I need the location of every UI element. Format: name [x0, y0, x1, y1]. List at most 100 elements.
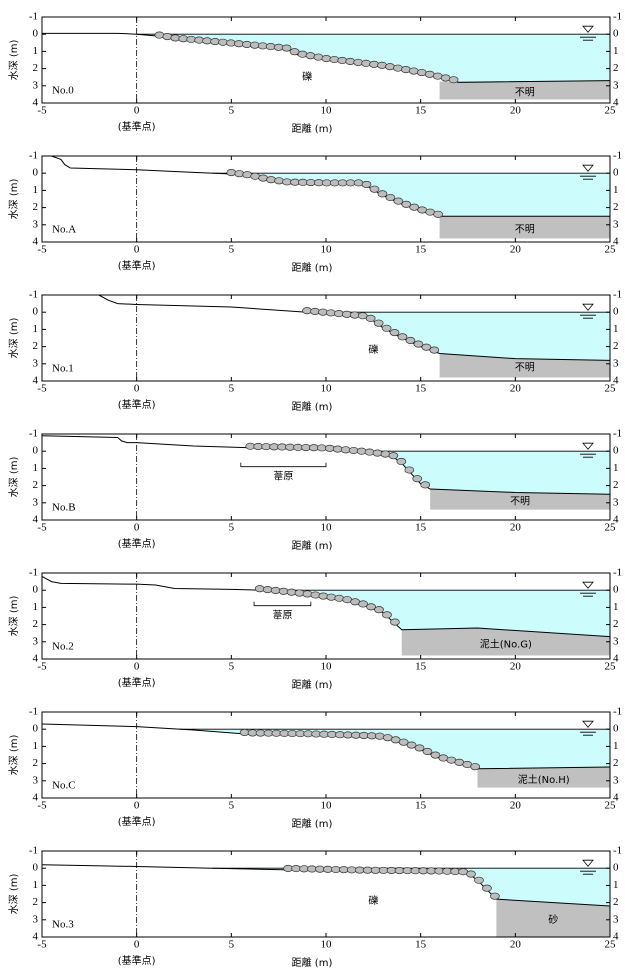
y-tick-label: 1: [33, 740, 39, 752]
gravel-stone: [273, 43, 284, 51]
gravel-stone: [389, 329, 400, 337]
x-tick-label: 5: [229, 244, 235, 256]
gravel-stone: [405, 336, 416, 345]
y-tick-label: 3: [33, 913, 39, 925]
water-level-marks: [580, 175, 596, 180]
gravel-stone: [341, 310, 352, 318]
gravel-stone: [334, 310, 344, 318]
y-tick-label-right: 3: [613, 357, 619, 369]
gravel-stone: [369, 185, 380, 193]
gravel-stone: [226, 39, 236, 47]
y-tick-label: 4: [33, 792, 39, 804]
panel-label: No.A: [52, 223, 76, 235]
water: [212, 868, 610, 907]
gravel-stone: [398, 738, 409, 746]
gravel-stone: [448, 76, 459, 84]
y-tick-label-right: 2: [613, 62, 619, 74]
y-tick-label: -1: [29, 567, 38, 579]
y-tick-label-right: 2: [613, 201, 619, 213]
y-tick-label: -1: [29, 289, 38, 301]
y-axis-label: 水深 (m): [8, 179, 20, 220]
gravel-stone: [218, 38, 228, 46]
y-tick-label: 3: [33, 79, 39, 91]
y-tick-label-right: 3: [613, 79, 619, 91]
gravel-stone: [332, 445, 343, 453]
origin-label: (基準点): [118, 815, 156, 828]
gravel-stone: [365, 314, 376, 322]
y-tick-label-right: 1: [613, 184, 619, 196]
gravel-stone: [326, 309, 336, 317]
gravel-stone: [385, 63, 395, 71]
gravel-stone: [393, 197, 404, 205]
layer-label: 泥土(No.G): [480, 638, 532, 651]
x-tick-label: 10: [321, 661, 333, 673]
sediment-layer: [439, 216, 610, 239]
y-tick-label-right: 3: [613, 496, 619, 508]
x-tick-label: 0: [134, 105, 140, 117]
water-level-marks: [580, 36, 596, 41]
panel: 不明 葦原 -5 0 5 10 15 20 25 -1 -1 0 0 1 1 2 2 3 3 4 4 水深 (m) 距離 (…: [8, 428, 622, 552]
y-axis-label: 水深 (m): [8, 874, 20, 915]
gravel-stone: [361, 180, 372, 188]
gravel-stone: [226, 169, 237, 177]
y-axis-label: 水深 (m): [8, 596, 20, 637]
gravel-stone: [385, 193, 396, 202]
y-tick-label-right: 0: [613, 445, 619, 457]
y-axis-label: 水深 (m): [8, 735, 20, 776]
water: [344, 451, 610, 495]
gravel-stone: [409, 67, 419, 75]
reed-label: 葦原: [273, 470, 293, 483]
y-tick-label-right: 0: [613, 723, 619, 735]
y-tick-label: 0: [33, 862, 39, 874]
y-tick-label-right: 0: [613, 862, 619, 874]
layer-label: 不明: [515, 87, 535, 99]
gravel-stone: [286, 588, 297, 596]
gravel-stone: [194, 36, 204, 44]
gravel-stone: [345, 57, 356, 65]
y-tick-label: -1: [29, 428, 38, 440]
x-tick-label: -5: [37, 800, 47, 812]
gravel-stone: [401, 66, 411, 74]
y-tick-label: 4: [33, 931, 39, 943]
y-tick-label-right: 4: [613, 97, 619, 109]
gravel-stone: [297, 50, 308, 58]
y-tick-label: 1: [33, 45, 39, 57]
x-tick-label: 0: [134, 522, 140, 534]
x-tick-label: 15: [415, 800, 427, 812]
y-tick-label: 0: [33, 584, 39, 596]
gravel-stone: [377, 61, 387, 69]
water-level-symbol: [582, 25, 594, 33]
gravel-stone: [210, 37, 220, 46]
reed-bracket: [240, 462, 327, 468]
panel-label: No.2: [52, 640, 74, 652]
origin-label: (基準点): [118, 259, 156, 272]
x-tick-label: 15: [415, 661, 427, 673]
x-tick-label: 10: [321, 522, 333, 534]
annotation: 礫: [302, 70, 312, 83]
gravel-stone: [381, 324, 392, 332]
gravel-stone: [406, 741, 417, 749]
x-tick-label: 5: [229, 105, 235, 117]
gravel-stone: [334, 594, 345, 602]
gravel-stone: [374, 606, 384, 614]
layer-label: 不明: [510, 495, 530, 507]
y-tick-label-right: -1: [613, 428, 622, 440]
y-axis-label: 水深 (m): [8, 40, 20, 81]
panel: 不明 -5 0 5 10 15 20 25 -1 -1 0 0 1 1 2 2 3 3 4 4 水深 (m) 距離 (m)…: [8, 150, 622, 274]
origin-label: (基準点): [118, 398, 156, 411]
gravel-stone: [313, 53, 324, 61]
x-axis-label: 距離 (m): [292, 122, 333, 135]
y-tick-label: 1: [33, 462, 39, 474]
y-tick-label: 2: [33, 757, 39, 769]
y-tick-label-right: 2: [613, 896, 619, 908]
x-tick-label: 0: [134, 244, 140, 256]
gravel-stone: [318, 592, 329, 600]
x-tick-label: -5: [37, 383, 47, 395]
gravel-stone: [413, 340, 424, 348]
gravel-stone: [490, 892, 500, 900]
reed-bracket: [253, 601, 312, 607]
x-tick-label: 5: [229, 800, 235, 812]
gravel-stone: [294, 589, 305, 597]
x-tick-label: 20: [510, 661, 522, 673]
water-level-symbol: [582, 164, 594, 172]
